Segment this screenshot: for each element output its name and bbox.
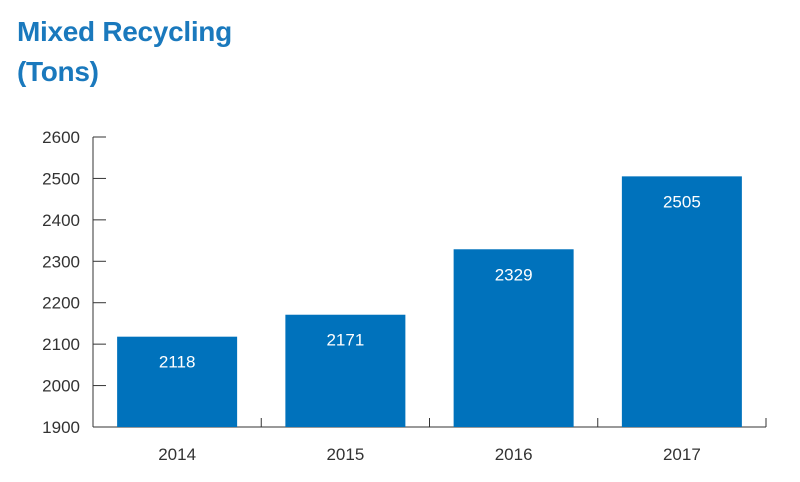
y-tick-label: 2600 <box>42 128 80 147</box>
x-tick-label-2014: 2014 <box>158 445 196 464</box>
data-label-2016: 2329 <box>495 265 533 284</box>
bar-2015 <box>285 314 406 427</box>
data-label-2014: 2118 <box>159 353 196 372</box>
chart-title-line-1: Mixed Recycling <box>17 16 232 47</box>
bar-2016 <box>453 249 574 427</box>
y-tick-label: 2300 <box>42 252 80 271</box>
data-label-2017: 2505 <box>663 192 701 211</box>
chart-title-line-2: (Tons) <box>17 56 99 87</box>
x-tick-label-2015: 2015 <box>326 445 364 464</box>
data-label-2015: 2171 <box>326 331 364 350</box>
bar-2017 <box>621 176 742 427</box>
y-tick-label: 2000 <box>42 377 80 396</box>
bar-2014 <box>117 336 238 427</box>
chart-title: Mixed Recycling (Tons) <box>17 12 232 92</box>
x-tick-label-2017: 2017 <box>663 445 701 464</box>
y-tick-label: 1900 <box>42 418 80 437</box>
y-tick-label: 2200 <box>42 294 80 313</box>
y-tick-label: 2500 <box>42 169 80 188</box>
x-tick-label-2016: 2016 <box>495 445 533 464</box>
y-tick-label: 2400 <box>42 211 80 230</box>
y-tick-label: 2100 <box>42 335 80 354</box>
